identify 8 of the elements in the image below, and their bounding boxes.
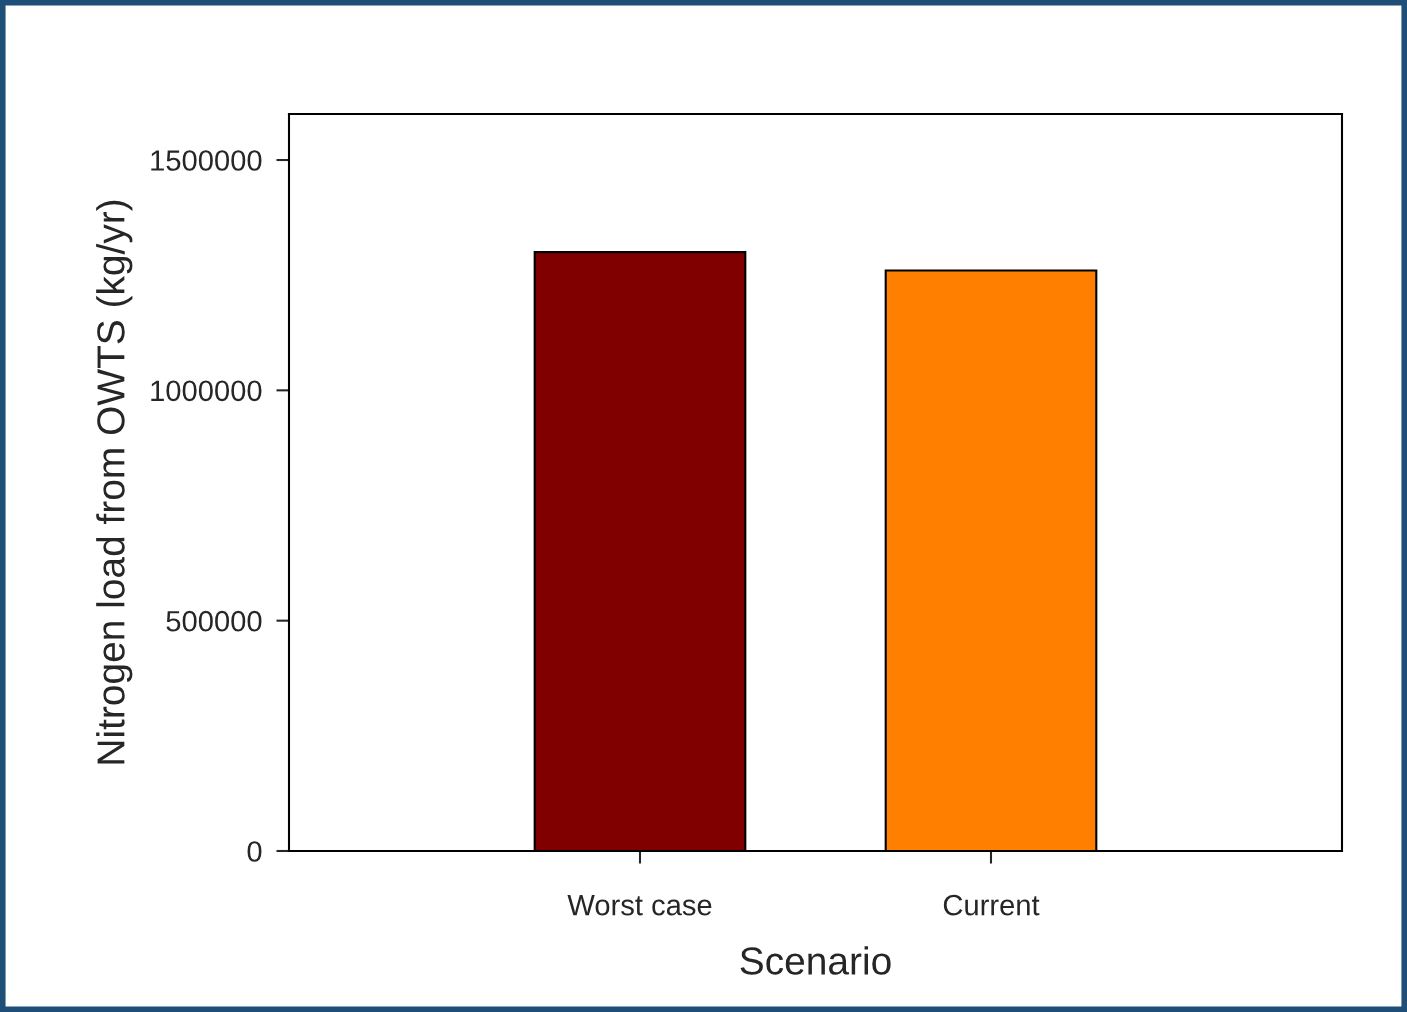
- x-tick-label: Current: [943, 894, 1040, 916]
- y-tick-label: 500000: [166, 610, 262, 632]
- x-axis-title: Scenario: [740, 946, 891, 975]
- y-axis-title: Nitrogen load from OWTS (kg/yr): [96, 200, 133, 764]
- x-tick-label: Worst case: [567, 895, 712, 916]
- y-tick-label: 0: [247, 841, 262, 862]
- y-tick-label: 1000000: [151, 380, 262, 402]
- y-tick-label: 1500000: [151, 150, 262, 171]
